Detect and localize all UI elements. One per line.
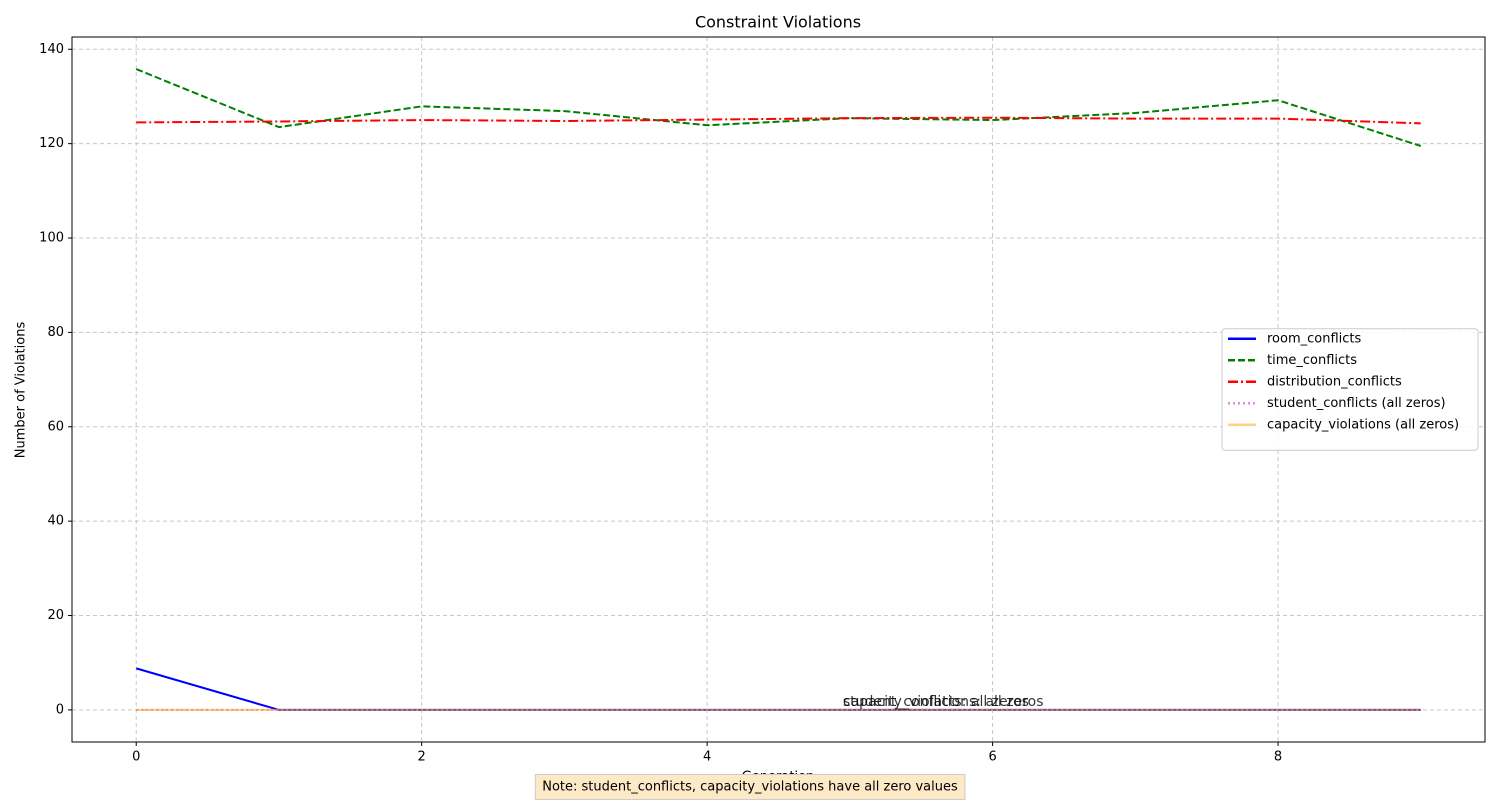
annotation: student_conflicts: all zeros bbox=[843, 694, 1029, 710]
x-tick-label: 2 bbox=[418, 750, 426, 765]
y-tick-label: 20 bbox=[47, 608, 64, 623]
legend-label: distribution_conflicts bbox=[1267, 374, 1402, 389]
x-tick-label: 8 bbox=[1274, 750, 1282, 765]
legend-label: capacity_violations (all zeros) bbox=[1267, 417, 1459, 432]
series-line bbox=[136, 116, 1421, 125]
y-tick-label: 0 bbox=[56, 702, 64, 717]
note: Note: student_conflicts, capacity_violat… bbox=[542, 780, 958, 795]
series-line bbox=[135, 667, 1421, 711]
legend-label: room_conflicts bbox=[1267, 331, 1362, 346]
y-tick-label: 60 bbox=[47, 419, 64, 434]
y-tick-label: 80 bbox=[47, 325, 64, 340]
y-tick-label: 140 bbox=[39, 42, 64, 57]
y-tick-label: 120 bbox=[39, 136, 64, 151]
x-tick-label: 0 bbox=[132, 750, 140, 765]
legend-box bbox=[1221, 328, 1479, 451]
y-axis-label: Number of Violations bbox=[14, 322, 29, 459]
legend-label: student_conflicts (all zeros) bbox=[1267, 396, 1446, 411]
y-tick-label: 40 bbox=[47, 514, 64, 529]
plot-frame bbox=[71, 36, 1486, 743]
legend-label: time_conflicts bbox=[1267, 353, 1357, 368]
x-tick-label: 4 bbox=[703, 750, 711, 765]
series-line bbox=[135, 68, 1422, 147]
annotation: capacity_violations: all zeros bbox=[843, 694, 1044, 710]
note-box bbox=[534, 774, 966, 800]
chart-title: Constraint Violations bbox=[695, 13, 861, 32]
x-tick-label: 6 bbox=[988, 750, 996, 765]
y-tick-label: 100 bbox=[39, 231, 64, 246]
